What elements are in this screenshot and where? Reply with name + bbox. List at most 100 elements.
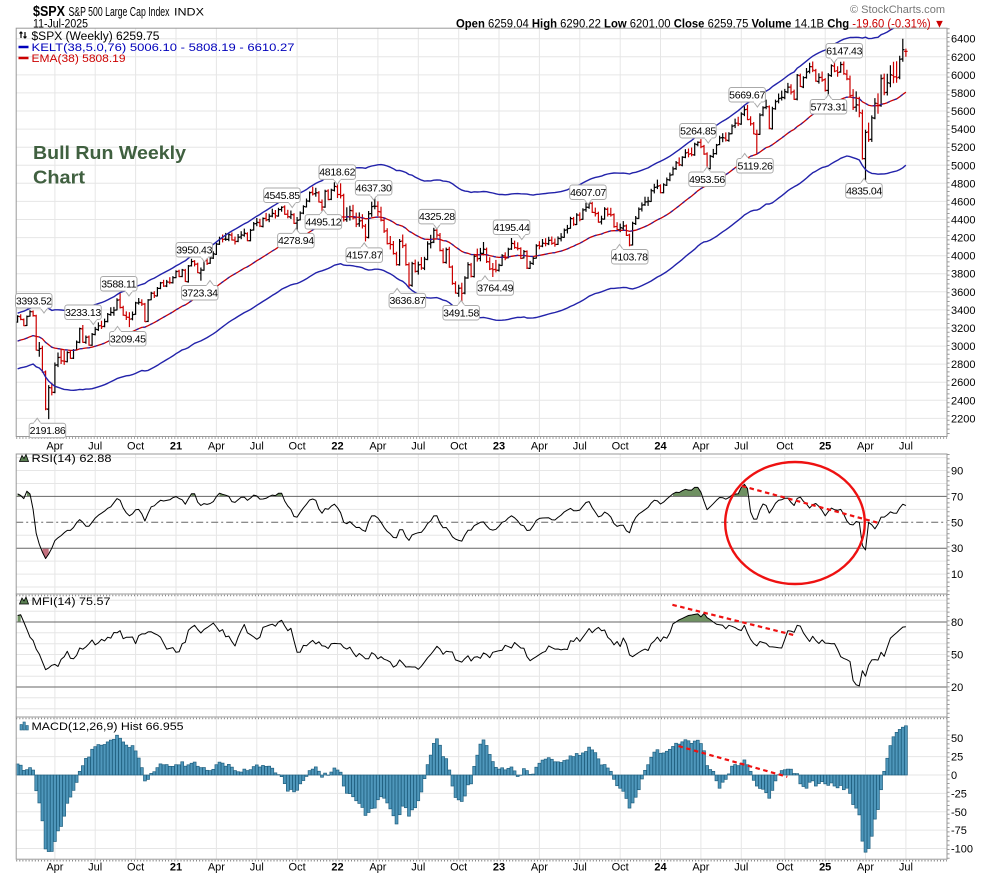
svg-text:Jul: Jul	[250, 441, 264, 453]
svg-text:Open 6259.04 High 6290.22 Low: Open 6259.04 High 6290.22 Low 6201.00 Cl…	[456, 19, 945, 31]
svg-text:3950.43: 3950.43	[176, 244, 212, 256]
svg-text:5000: 5000	[951, 160, 975, 172]
svg-text:4103.78: 4103.78	[612, 251, 648, 263]
svg-text:Apr: Apr	[692, 441, 709, 453]
svg-text:6200: 6200	[951, 52, 975, 64]
svg-text:Jul: Jul	[734, 441, 748, 453]
svg-text:Apr: Apr	[208, 862, 225, 874]
svg-text:Oct: Oct	[289, 441, 306, 453]
svg-text:23: 23	[493, 862, 505, 874]
svg-text:3233.13: 3233.13	[65, 307, 101, 319]
svg-text:11-Jul-2025: 11-Jul-2025	[33, 19, 88, 31]
svg-text:Jul: Jul	[734, 862, 748, 874]
svg-text:4000: 4000	[951, 251, 975, 263]
svg-text:4278.94: 4278.94	[278, 235, 314, 247]
svg-text:4953.56: 4953.56	[689, 174, 725, 186]
svg-text:6000: 6000	[951, 70, 975, 82]
svg-text:4818.62: 4818.62	[319, 167, 355, 179]
svg-text:4835.04: 4835.04	[846, 185, 882, 197]
svg-text:30: 30	[951, 543, 963, 555]
svg-text:Oct: Oct	[127, 862, 144, 874]
svg-text:INDX: INDX	[174, 7, 205, 19]
svg-text:25: 25	[951, 752, 963, 764]
svg-text:Oct: Oct	[776, 862, 793, 874]
svg-text:Jul: Jul	[411, 441, 425, 453]
svg-text:0: 0	[951, 770, 957, 782]
svg-text:24: 24	[654, 862, 667, 874]
svg-text:5400: 5400	[951, 124, 975, 136]
svg-text:-75: -75	[951, 825, 967, 837]
svg-text:4607.07: 4607.07	[570, 187, 606, 199]
svg-text:4637.30: 4637.30	[356, 182, 392, 194]
svg-text:Apr: Apr	[531, 441, 548, 453]
svg-text:EMA(38) 5808.19: EMA(38) 5808.19	[32, 53, 126, 65]
svg-text:MACD(12,26,9) Hist 66.955: MACD(12,26,9) Hist 66.955	[32, 721, 184, 733]
svg-text:3491.58: 3491.58	[443, 307, 479, 319]
svg-text:23: 23	[493, 441, 505, 453]
svg-text:Apr: Apr	[531, 862, 548, 874]
svg-text:25: 25	[819, 862, 831, 874]
svg-text:50: 50	[951, 517, 963, 529]
svg-text:-100: -100	[951, 844, 973, 856]
svg-text:4545.85: 4545.85	[264, 190, 300, 202]
svg-text:4400: 4400	[951, 215, 975, 227]
svg-text:6147.43: 6147.43	[826, 45, 862, 57]
svg-text:5119.26: 5119.26	[737, 160, 773, 172]
svg-text:3636.87: 3636.87	[389, 295, 425, 307]
svg-text:Oct: Oct	[450, 441, 467, 453]
svg-text:Apr: Apr	[369, 862, 386, 874]
svg-text:Chart: Chart	[33, 167, 85, 188]
svg-text:Oct: Oct	[450, 862, 467, 874]
svg-text:Apr: Apr	[208, 441, 225, 453]
svg-text:20: 20	[951, 682, 963, 694]
svg-text:Jul: Jul	[899, 862, 913, 874]
svg-text:25: 25	[819, 441, 831, 453]
svg-text:Apr: Apr	[857, 441, 874, 453]
svg-text:Apr: Apr	[369, 441, 386, 453]
svg-text:4157.87: 4157.87	[346, 250, 382, 262]
svg-text:21: 21	[170, 441, 182, 453]
svg-text:Apr: Apr	[46, 441, 63, 453]
svg-text:Oct: Oct	[776, 441, 793, 453]
svg-text:Apr: Apr	[692, 862, 709, 874]
svg-text:4600: 4600	[951, 196, 975, 208]
svg-text:4325.28: 4325.28	[419, 211, 455, 223]
svg-text:3800: 3800	[951, 269, 975, 281]
svg-text:Jul: Jul	[88, 862, 102, 874]
svg-text:Oct: Oct	[127, 441, 144, 453]
svg-text:3723.34: 3723.34	[182, 287, 218, 299]
svg-text:5773.31: 5773.31	[811, 101, 847, 113]
svg-text:2800: 2800	[951, 359, 975, 371]
svg-text:50: 50	[951, 733, 963, 745]
svg-text:3209.45: 3209.45	[110, 333, 146, 345]
svg-text:80: 80	[951, 617, 963, 629]
svg-text:MFI(14) 75.57: MFI(14) 75.57	[32, 596, 111, 608]
svg-text:Jul: Jul	[573, 441, 587, 453]
svg-text:4800: 4800	[951, 178, 975, 190]
svg-text:4195.44: 4195.44	[494, 222, 530, 234]
svg-text:5600: 5600	[951, 106, 975, 118]
svg-text:3764.49: 3764.49	[477, 283, 513, 295]
svg-text:3588.11: 3588.11	[101, 278, 137, 290]
svg-text:4200: 4200	[951, 233, 975, 245]
svg-text:5264.85: 5264.85	[680, 125, 716, 137]
svg-text:Oct: Oct	[289, 862, 306, 874]
svg-text:70: 70	[951, 491, 963, 503]
svg-text:-50: -50	[951, 807, 967, 819]
svg-text:2200: 2200	[951, 413, 975, 425]
svg-text:10: 10	[951, 569, 963, 581]
svg-text:4495.12: 4495.12	[305, 216, 341, 228]
svg-text:Jul: Jul	[573, 862, 587, 874]
svg-text:RSI(14) 62.88: RSI(14) 62.88	[32, 453, 112, 465]
svg-text:Oct: Oct	[612, 862, 629, 874]
svg-text:2600: 2600	[951, 377, 975, 389]
svg-text:5800: 5800	[951, 88, 975, 100]
svg-text:5669.67: 5669.67	[729, 89, 765, 101]
svg-text:-25: -25	[951, 788, 967, 800]
svg-text:2400: 2400	[951, 395, 975, 407]
svg-text:Jul: Jul	[411, 862, 425, 874]
svg-text:S&P 500 Large Cap Index: S&P 500 Large Cap Index	[69, 5, 171, 19]
svg-text:3000: 3000	[951, 341, 975, 353]
svg-text:Bull Run Weekly: Bull Run Weekly	[33, 142, 187, 163]
svg-text:2191.86: 2191.86	[30, 425, 66, 437]
